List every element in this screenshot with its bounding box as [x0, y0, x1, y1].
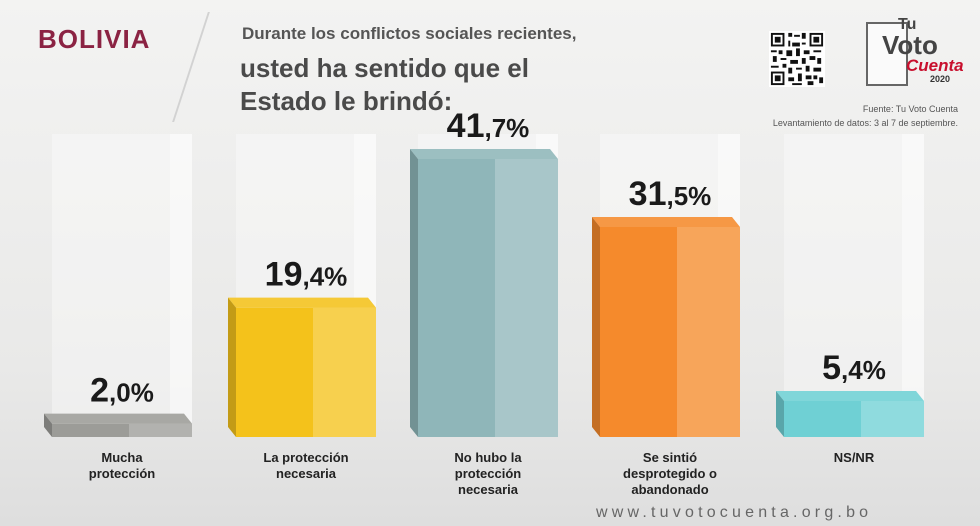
question-line-2: usted ha sentido que el — [240, 53, 529, 83]
logo-year: 2020 — [930, 74, 951, 84]
bar-shine — [129, 423, 192, 437]
question-line-3: Estado le brindó: — [240, 86, 453, 116]
value-label: 2,0% — [90, 372, 154, 410]
bar-top-face — [44, 413, 192, 424]
category-label: La protección necesaria — [263, 450, 349, 481]
bar-shine — [495, 159, 558, 437]
bar-top-face — [592, 217, 740, 227]
logo-text-cuenta: Cuenta — [906, 56, 964, 75]
logo-text-voto: Voto — [882, 30, 938, 60]
bar-ghost-column — [784, 134, 924, 437]
question-line-1: Durante los conflictos sociales reciente… — [242, 24, 577, 43]
logo-text-tu: Tu — [898, 16, 917, 33]
bar-top-face — [410, 149, 558, 159]
value-label: 5,4% — [822, 349, 886, 387]
bar-top-face — [776, 391, 924, 401]
category-label: No hubo la protección necesaria — [454, 450, 522, 497]
bar-ghost-highlight — [170, 134, 192, 437]
qr-code-icon[interactable] — [769, 31, 825, 87]
bar-side-face — [228, 297, 236, 437]
ballot-box-icon — [866, 22, 908, 86]
source-note: Fuente: Tu Voto Cuenta Levantamiento de … — [773, 102, 958, 130]
bar-side-face — [410, 149, 418, 437]
value-label: 41,7% — [447, 107, 530, 145]
bar-side-face — [592, 217, 600, 437]
bar-side-face — [776, 391, 784, 437]
value-label: 31,5% — [629, 175, 712, 213]
category-label: Mucha protección — [88, 450, 156, 481]
bar-side-face — [44, 413, 52, 437]
value-label: 19,4% — [265, 256, 348, 294]
question-main: usted ha sentido que el Estado le brindó… — [240, 52, 680, 118]
bar-shine — [861, 401, 924, 437]
tu-voto-cuenta-logo: Tu Voto Cuenta 2020 — [862, 16, 964, 86]
category-label: Se sintió desprotegido o abandonado — [623, 450, 717, 497]
bar-top-face — [228, 297, 376, 308]
bar-shine — [313, 307, 376, 437]
country-title: BOLIVIA — [38, 24, 151, 54]
bar-shine — [677, 227, 740, 437]
bar-ghost-column — [52, 134, 192, 437]
source-line-1: Fuente: Tu Voto Cuenta — [862, 104, 958, 114]
category-label: NS/NR — [833, 450, 875, 465]
source-line-2: Levantamiento de datos: 3 al 7 de septie… — [772, 118, 958, 128]
website-url[interactable]: www.tuvotocuenta.org.bo — [596, 504, 873, 521]
bar-ghost-highlight — [902, 134, 924, 437]
